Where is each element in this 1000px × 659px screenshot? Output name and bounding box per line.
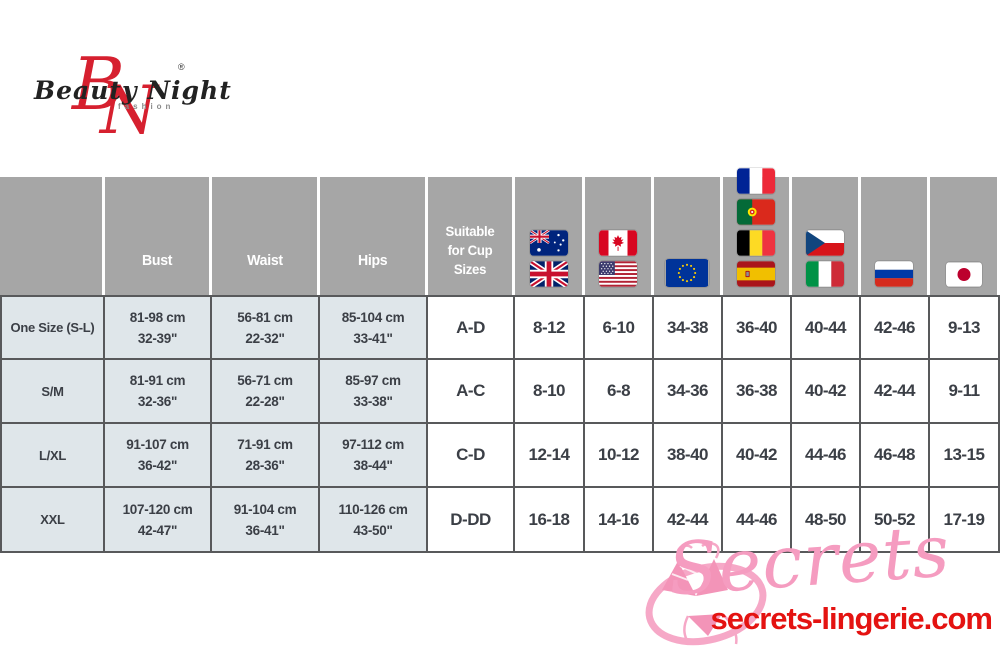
- header-cell-ca-us: [585, 177, 654, 295]
- cup-size-cell: D-DD: [428, 488, 515, 553]
- size-value-cell: 44-46: [723, 488, 792, 553]
- size-value-cell: 9-13: [930, 295, 1000, 360]
- flag-australia-icon: [529, 230, 568, 256]
- hips-value-cell: 97-112 cm 38-44": [320, 424, 428, 488]
- size-chart-table: Bust Waist Hips Suitable for Cup Sizes: [0, 168, 1000, 553]
- size-value-cell: 6-8: [585, 360, 654, 424]
- brand-name: Beauty Night: [34, 76, 232, 105]
- flag-france-icon: [737, 168, 775, 194]
- size-value-cell: 40-42: [792, 360, 861, 424]
- size-value-cell: 42-44: [861, 360, 930, 424]
- hips-value-cell: 85-104 cm 33-41": [320, 295, 428, 360]
- size-value-cell: 12-14: [515, 424, 585, 488]
- header-cell-cz-it: [792, 177, 861, 295]
- size-row-label: XXL: [0, 488, 105, 553]
- header-cell-cup-sizes: Suitable for Cup Sizes: [428, 177, 515, 295]
- bust-header-label: Bust: [141, 252, 173, 269]
- cup-size-cell: A-D: [428, 295, 515, 360]
- bust-value-cell: 91-107 cm 36-42": [105, 424, 212, 488]
- size-value-cell: 38-40: [654, 424, 723, 488]
- size-value-cell: 34-38: [654, 295, 723, 360]
- flag-russia-icon: [875, 261, 913, 287]
- size-value-cell: 34-36: [654, 360, 723, 424]
- flag-canada-icon: [599, 230, 637, 256]
- size-value-cell: 8-10: [515, 360, 585, 424]
- header-cell-au-uk: [515, 177, 585, 295]
- size-value-cell: 46-48: [861, 424, 930, 488]
- secrets-watermark-text: Secrets: [665, 508, 953, 612]
- size-value-cell: 17-19: [930, 488, 1000, 553]
- hips-value-cell: 85-97 cm 33-38": [320, 360, 428, 424]
- size-value-cell: 13-15: [930, 424, 1000, 488]
- waist-header-label: Waist: [246, 252, 283, 269]
- flag-united-kingdom-icon: [529, 261, 568, 287]
- header-cell-waist: Waist: [212, 177, 320, 295]
- header-cell-hips: Hips: [320, 177, 428, 295]
- flag-italy-icon: [806, 261, 844, 287]
- flag-united-states-icon: [599, 261, 637, 287]
- beauty-night-logo: B N Beauty Night ® fashion: [20, 40, 232, 150]
- bikini-watermark-icon: [645, 542, 767, 646]
- header-cell-jp: [930, 177, 1000, 295]
- size-value-cell: 42-46: [861, 295, 930, 360]
- size-value-cell: 36-38: [723, 360, 792, 424]
- cup-size-cell: A-C: [428, 360, 515, 424]
- size-value-cell: 14-16: [585, 488, 654, 553]
- size-value-cell: 44-46: [792, 424, 861, 488]
- size-value-cell: 6-10: [585, 295, 654, 360]
- bust-value-cell: 107-120 cm 42-47": [105, 488, 212, 553]
- flag-european-union-icon: [665, 259, 709, 287]
- size-value-cell: 36-40: [723, 295, 792, 360]
- header-cell-eu: [654, 177, 723, 295]
- size-value-cell: 8-12: [515, 295, 585, 360]
- site-url-text: secrets-lingerie.com: [710, 601, 993, 636]
- size-row-label: L/XL: [0, 424, 105, 488]
- waist-value-cell: 56-71 cm 22-28": [212, 360, 320, 424]
- hips-header-label: Hips: [357, 252, 388, 269]
- cup-sizes-header-label: Suitable for Cup Sizes: [445, 223, 495, 278]
- hips-value-cell: 110-126 cm 43-50": [320, 488, 428, 553]
- flag-spain-icon: [737, 261, 775, 287]
- header-cell-fr-pt-be-es: [723, 168, 792, 295]
- registered-trademark-symbol: ®: [178, 62, 185, 72]
- cup-size-cell: C-D: [428, 424, 515, 488]
- header-cell-ru: [861, 177, 930, 295]
- bust-value-cell: 81-91 cm 32-36": [105, 360, 212, 424]
- size-row-label: One Size (S-L): [0, 295, 105, 360]
- size-row-label: S/M: [0, 360, 105, 424]
- size-value-cell: 40-42: [723, 424, 792, 488]
- size-value-cell: 48-50: [792, 488, 861, 553]
- size-value-cell: 16-18: [515, 488, 585, 553]
- flag-japan-icon: [945, 262, 982, 287]
- bust-value-cell: 81-98 cm 32-39": [105, 295, 212, 360]
- waist-value-cell: 71-91 cm 28-36": [212, 424, 320, 488]
- flag-czech-republic-icon: [806, 230, 844, 256]
- flag-belgium-icon: [737, 230, 775, 256]
- size-value-cell: 50-52: [861, 488, 930, 553]
- waist-value-cell: 91-104 cm 36-41": [212, 488, 320, 553]
- header-cell-size: [0, 177, 105, 295]
- size-value-cell: 9-11: [930, 360, 1000, 424]
- size-value-cell: 40-44: [792, 295, 861, 360]
- waist-value-cell: 56-81 cm 22-32": [212, 295, 320, 360]
- size-value-cell: 10-12: [585, 424, 654, 488]
- logo-monogram-n: N: [100, 72, 158, 149]
- flag-portugal-icon: [737, 199, 775, 225]
- brand-tagline: fashion: [118, 102, 175, 111]
- logo-monogram-b: B: [72, 42, 125, 126]
- header-cell-bust: Bust: [105, 177, 212, 295]
